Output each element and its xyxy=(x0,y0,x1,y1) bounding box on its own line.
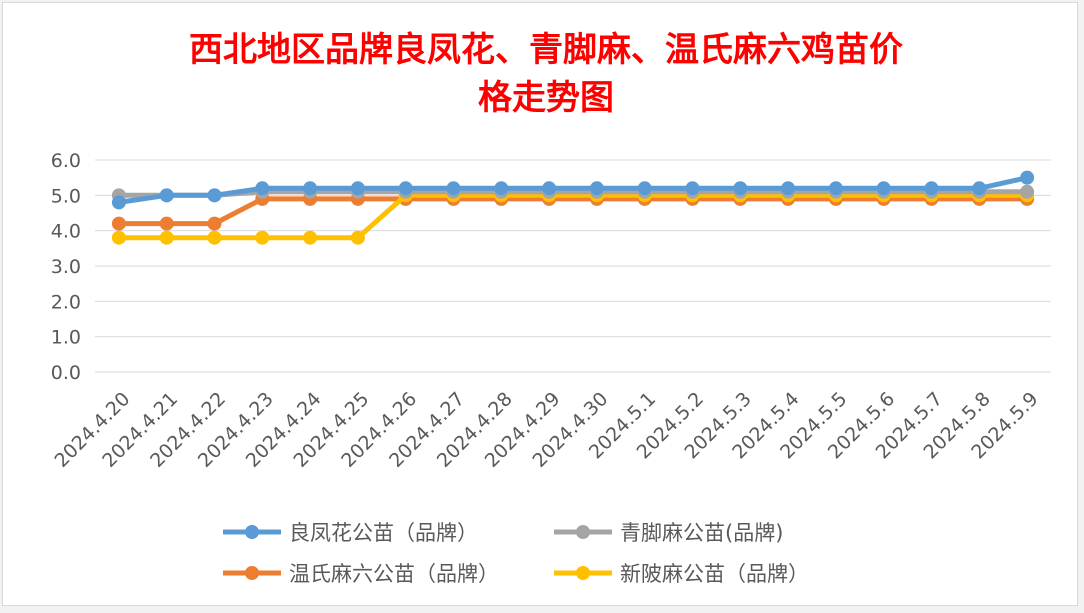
chart-title: 西北地区品牌良凤花、青脚麻、温氏麻六鸡苗价 格走势图 xyxy=(189,30,903,118)
data-point xyxy=(876,181,891,196)
legend-item: 新陂麻公苗（品牌） xyxy=(554,562,809,586)
data-point xyxy=(733,181,748,196)
series-line xyxy=(118,196,1028,227)
data-point xyxy=(350,230,365,245)
legend-label: 良凤花公苗（品牌） xyxy=(289,521,478,545)
data-point xyxy=(350,181,365,196)
legend-item: 良凤花公苗（品牌） xyxy=(223,521,478,545)
legend-swatch-marker xyxy=(576,566,590,580)
data-point xyxy=(542,181,557,196)
data-point xyxy=(398,181,413,196)
legend-swatch-marker xyxy=(576,525,590,539)
legend-label: 温氏麻六公苗（品牌） xyxy=(289,562,499,586)
data-point xyxy=(446,181,461,196)
chart-title-line-1: 西北地区品牌良凤花、青脚麻、温氏麻六鸡苗价 xyxy=(189,30,903,70)
series-lines xyxy=(111,170,1035,245)
data-point xyxy=(159,188,174,203)
line-chart: 西北地区品牌良凤花、青脚麻、温氏麻六鸡苗价 格走势图 0.0 1.0 2.0 3.0 4… xyxy=(50,30,1051,586)
data-point xyxy=(159,216,174,231)
series-0 xyxy=(111,170,1035,210)
data-point xyxy=(255,230,270,245)
y-tick-label: 0.0 xyxy=(51,362,81,384)
legend-label: 新陂麻公苗（品牌） xyxy=(620,562,809,586)
series-3 xyxy=(111,188,1035,245)
data-point xyxy=(207,216,222,231)
series-line xyxy=(118,192,1028,241)
y-tick-label: 3.0 xyxy=(51,256,81,278)
data-point xyxy=(303,230,318,245)
data-point xyxy=(1020,170,1035,185)
y-tick-label: 2.0 xyxy=(51,291,81,313)
data-point xyxy=(303,181,318,196)
y-tick-label: 6.0 xyxy=(51,150,81,172)
data-point xyxy=(255,181,270,196)
data-point xyxy=(111,195,126,210)
legend-label: 青脚麻公苗(品牌) xyxy=(620,521,783,545)
chart-frame: 西北地区品牌良凤花、青脚麻、温氏麻六鸡苗价 格走势图 0.0 1.0 2.0 3.0 4… xyxy=(2,2,1078,606)
data-point xyxy=(111,216,126,231)
y-axis-ticks: 0.0 1.0 2.0 3.0 4.0 5.0 6.0 xyxy=(51,150,81,384)
y-tick-label: 1.0 xyxy=(51,327,81,349)
data-point xyxy=(637,181,652,196)
legend-swatch-marker xyxy=(245,525,259,539)
data-point xyxy=(111,230,126,245)
data-point xyxy=(972,181,987,196)
data-point xyxy=(924,181,939,196)
data-point xyxy=(1020,184,1035,199)
data-point xyxy=(159,230,174,245)
y-tick-label: 4.0 xyxy=(51,221,81,243)
legend-item: 青脚麻公苗(品牌) xyxy=(554,521,783,545)
chart-title-line-2: 格走势图 xyxy=(478,78,614,118)
series-line xyxy=(118,175,1028,205)
data-point xyxy=(207,230,222,245)
data-point xyxy=(828,181,843,196)
data-point xyxy=(494,181,509,196)
data-point xyxy=(685,181,700,196)
data-point xyxy=(207,188,222,203)
data-point xyxy=(589,181,604,196)
legend-swatch-marker xyxy=(245,566,259,580)
series-line xyxy=(118,189,1028,198)
legend-item: 温氏麻六公苗（品牌） xyxy=(223,562,499,586)
legend: 良凤花公苗（品牌） 温氏麻六公苗（品牌） 青脚麻公苗(品牌) 新陂麻公苗（品牌） xyxy=(223,521,809,586)
y-tick-label: 5.0 xyxy=(51,185,81,207)
data-point xyxy=(781,181,796,196)
x-axis-ticks: 2024.4.202024.4.212024.4.222024.4.232024… xyxy=(50,388,1042,472)
